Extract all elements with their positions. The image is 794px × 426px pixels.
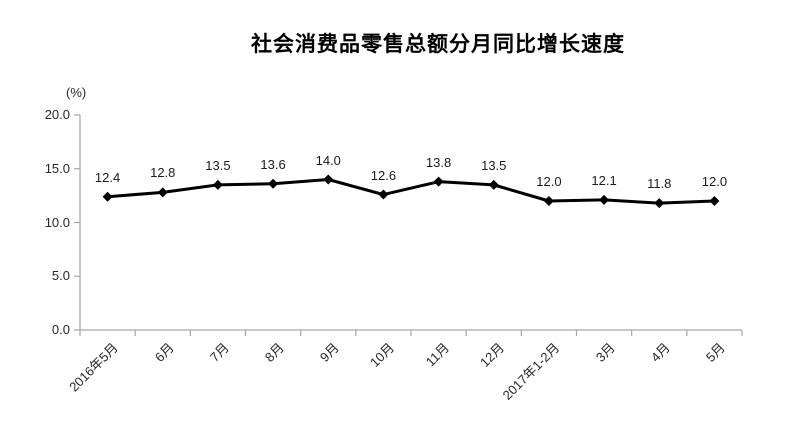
diamond-marker [157, 187, 168, 198]
data-label: 13.6 [260, 156, 286, 172]
data-label: 12.6 [370, 167, 397, 183]
data-label: 12.0 [701, 174, 728, 189]
diamond-marker [599, 194, 610, 205]
diamond-marker [433, 176, 444, 187]
data-label: 12.1 [591, 172, 617, 188]
y-tick-label: 5.0 [51, 268, 70, 284]
diamond-marker [709, 196, 720, 206]
y-tick-label: 20.0 [44, 107, 70, 122]
data-label: 12.0 [536, 174, 562, 189]
y-axis-unit-label: (%) [66, 85, 87, 100]
data-label: 13.5 [205, 157, 231, 173]
diamond-marker [378, 189, 389, 200]
diamond-marker [102, 191, 113, 202]
diamond-marker [268, 178, 279, 189]
data-label: 14.0 [315, 152, 341, 168]
diamond-marker [654, 198, 665, 209]
chart-title: 社会消费品零售总额分月同比增长速度 [251, 32, 625, 56]
y-tick-label: 15.0 [44, 160, 70, 176]
diamond-marker [543, 196, 554, 206]
data-label: 12.4 [94, 169, 121, 185]
diamond-marker [323, 174, 334, 185]
diamond-marker [212, 179, 223, 190]
diamond-marker [488, 179, 499, 190]
y-tick-label: 10.0 [44, 214, 70, 230]
data-label: 13.5 [481, 157, 507, 173]
line-series [107, 178, 715, 205]
data-label: 13.8 [425, 154, 452, 170]
y-tick-label: 0.0 [51, 322, 70, 337]
data-label: 12.8 [150, 165, 176, 181]
data-label: 11.8 [647, 176, 672, 192]
